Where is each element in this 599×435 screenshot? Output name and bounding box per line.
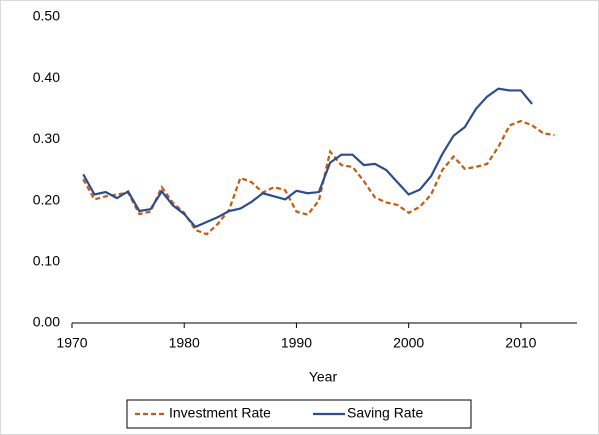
x-tick-label: 1970 [56, 335, 87, 351]
x-tick-label: 2000 [393, 335, 424, 351]
x-axis-title: Year [309, 369, 338, 385]
y-tick-label: 0.20 [33, 191, 60, 207]
legend-label: Saving Rate [347, 405, 423, 421]
x-tick-label: 1980 [169, 335, 200, 351]
y-tick-label: 0.40 [33, 69, 60, 85]
y-tick-label: 0.50 [33, 8, 60, 24]
y-tick-label: 0.00 [33, 314, 60, 330]
legend-box [126, 399, 472, 429]
series-line [82, 119, 555, 236]
x-tick-label: 1990 [281, 335, 312, 351]
y-tick-label: 0.30 [33, 130, 60, 146]
series-line [82, 87, 533, 229]
x-tick-label: 2010 [505, 335, 536, 351]
y-tick-label: 0.10 [33, 253, 60, 269]
legend-label: Investment Rate [169, 405, 271, 421]
